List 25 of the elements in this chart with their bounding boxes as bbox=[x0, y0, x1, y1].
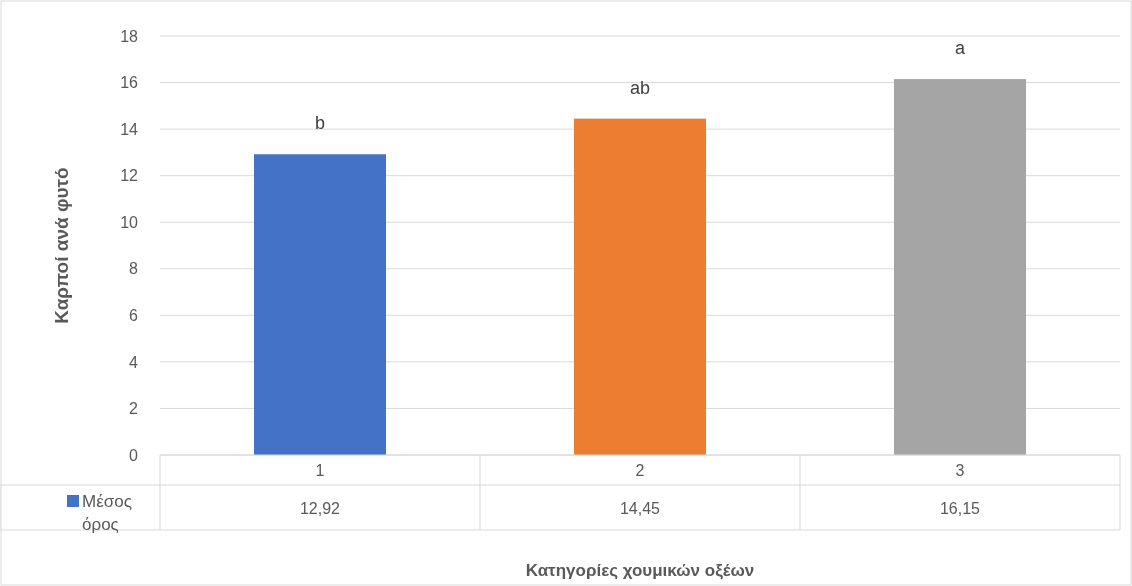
y-axis-title: Καρποί ανά φυτό bbox=[51, 167, 72, 324]
annotation: ab bbox=[629, 77, 651, 98]
data-label: 16,15 bbox=[939, 499, 981, 517]
data-label: 14,45 bbox=[619, 499, 661, 517]
x-tick-label: 2 bbox=[635, 462, 645, 479]
y-tick-label: 14 bbox=[120, 120, 139, 138]
y-tick-label: 6 bbox=[129, 306, 139, 324]
y-tick-label: 12 bbox=[120, 167, 139, 185]
y-tick-label: 10 bbox=[120, 213, 139, 231]
y-tick-label: 8 bbox=[129, 260, 139, 278]
bar bbox=[894, 79, 1026, 455]
data-label: 12,92 bbox=[299, 499, 341, 517]
annotation: a bbox=[954, 38, 966, 59]
y-tick-label: 0 bbox=[129, 446, 139, 464]
x-tick-label: 1 bbox=[315, 462, 325, 479]
y-tick-label: 2 bbox=[129, 400, 139, 418]
bar bbox=[254, 154, 386, 455]
x-tick-label: 3 bbox=[955, 462, 965, 479]
y-tick-label: 18 bbox=[120, 27, 139, 45]
bar bbox=[574, 118, 706, 455]
legend-label: Μέσος όρος bbox=[82, 492, 132, 534]
annotation: b bbox=[314, 113, 326, 134]
y-tick-label: 4 bbox=[129, 353, 139, 371]
x-axis-title: Κατηγορίες χουμικών οξέων bbox=[525, 561, 755, 580]
y-tick-label: 16 bbox=[120, 74, 139, 92]
